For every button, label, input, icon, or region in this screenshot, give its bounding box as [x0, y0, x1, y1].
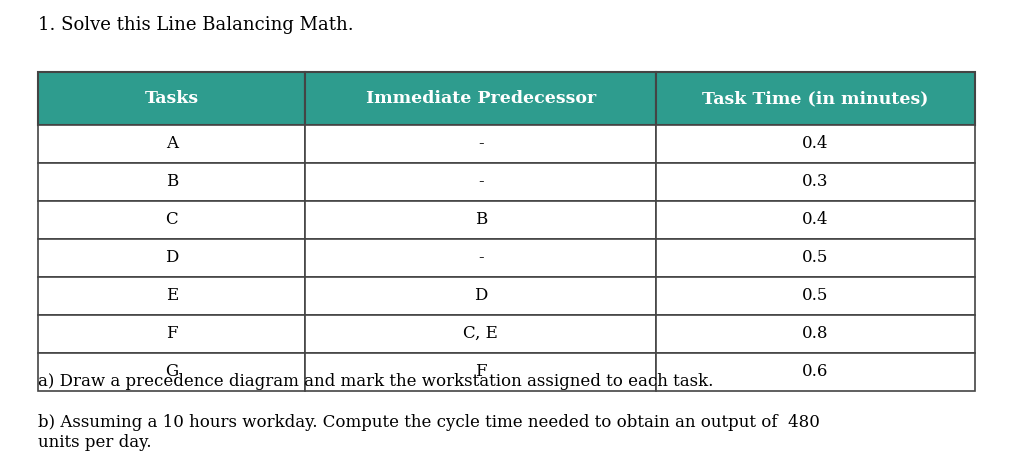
Text: b) Assuming a 10 hours workday. Compute the cycle time needed to obtain an outpu: b) Assuming a 10 hours workday. Compute … [38, 414, 821, 451]
Bar [305, 239, 656, 277]
Bar [656, 277, 975, 315]
Bar [38, 239, 305, 277]
Bar [656, 201, 975, 239]
Bar [38, 125, 305, 163]
Bar [656, 125, 975, 163]
Text: F: F [166, 325, 177, 342]
Text: -: - [478, 174, 483, 190]
Text: Tasks: Tasks [145, 90, 199, 107]
Bar [656, 72, 975, 125]
Text: E: E [166, 288, 178, 304]
Text: A: A [166, 136, 178, 152]
Text: Task Time (in minutes): Task Time (in minutes) [702, 90, 929, 107]
Bar [305, 72, 656, 125]
Text: 0.5: 0.5 [802, 288, 829, 304]
Bar [305, 201, 656, 239]
Text: C, E: C, E [463, 325, 498, 342]
Bar [38, 277, 305, 315]
Bar [656, 239, 975, 277]
Text: G: G [165, 363, 178, 380]
Text: B: B [166, 174, 178, 190]
Text: F: F [475, 363, 486, 380]
Text: 1. Solve this Line Balancing Math.: 1. Solve this Line Balancing Math. [38, 16, 355, 34]
Bar [38, 315, 305, 353]
Bar [305, 163, 656, 201]
Text: C: C [165, 212, 178, 228]
Bar [38, 201, 305, 239]
Text: D: D [474, 288, 487, 304]
Text: -: - [478, 250, 483, 266]
Bar [38, 353, 305, 391]
Bar [656, 315, 975, 353]
Text: a) Draw a precedence diagram and mark the workstation assigned to each task.: a) Draw a precedence diagram and mark th… [38, 373, 714, 390]
Text: D: D [165, 250, 178, 266]
Text: 0.6: 0.6 [802, 363, 829, 380]
Text: 0.5: 0.5 [802, 250, 829, 266]
Text: 0.8: 0.8 [802, 325, 829, 342]
Text: Immediate Predecessor: Immediate Predecessor [366, 90, 596, 107]
Bar [305, 277, 656, 315]
Bar [305, 353, 656, 391]
Text: 0.3: 0.3 [802, 174, 829, 190]
Bar [38, 163, 305, 201]
Text: 0.4: 0.4 [802, 136, 829, 152]
Text: -: - [478, 136, 483, 152]
Bar [656, 163, 975, 201]
Bar [305, 315, 656, 353]
Bar [305, 125, 656, 163]
Text: 0.4: 0.4 [802, 212, 829, 228]
Text: B: B [475, 212, 487, 228]
Bar [38, 72, 305, 125]
Bar [656, 353, 975, 391]
